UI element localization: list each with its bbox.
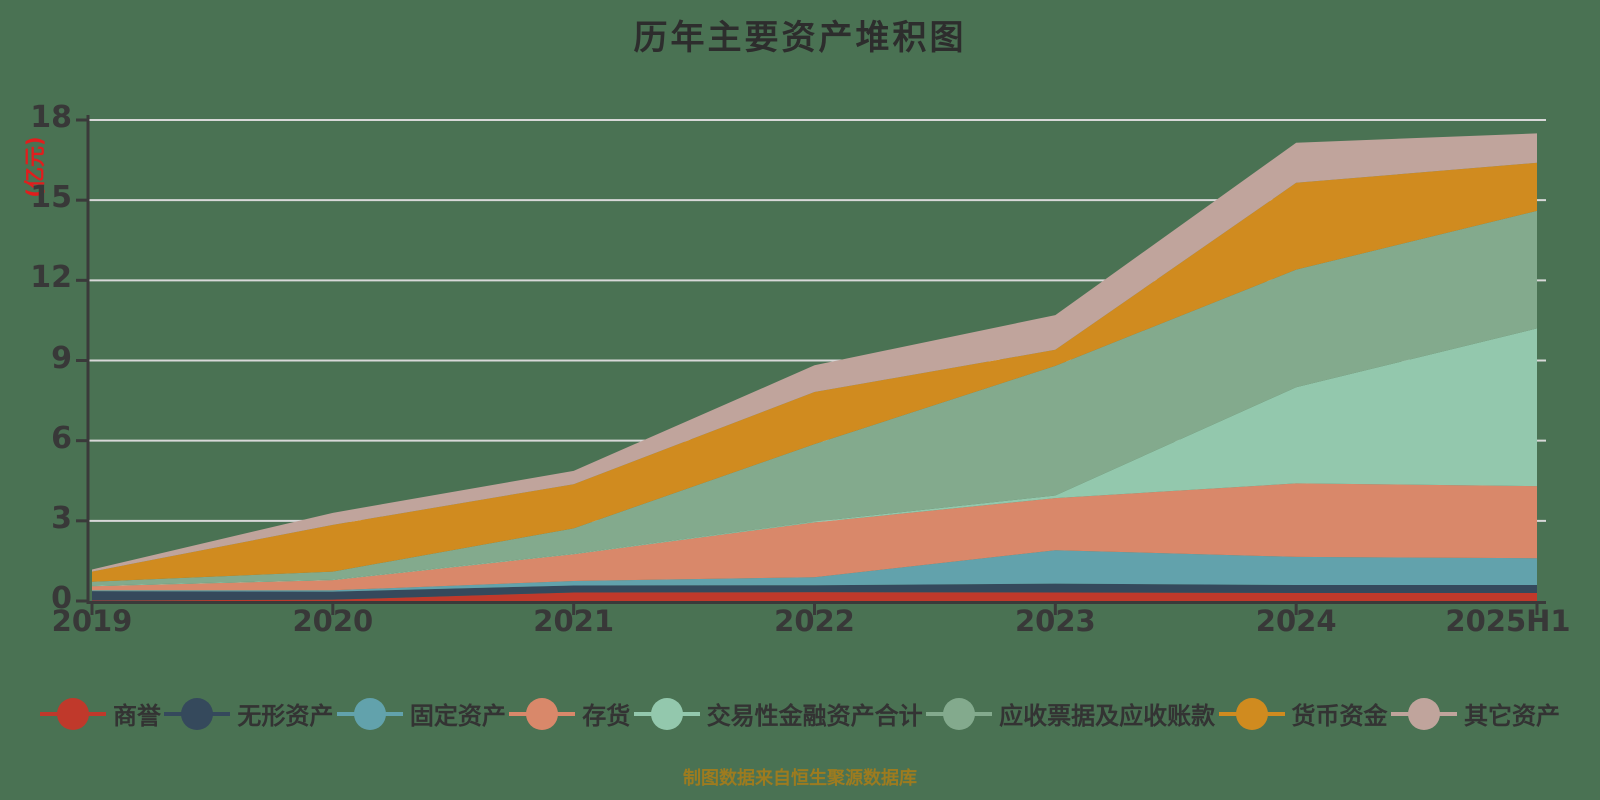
legend-marker-icon: [926, 697, 993, 731]
legend-marker-icon: [1218, 697, 1285, 731]
y-tick-label-18: 18: [30, 100, 72, 135]
legend-item-固定资产: 固定资产: [336, 696, 506, 731]
legend-marker-icon: [633, 697, 700, 731]
x-tick-label-2023: 2023: [1014, 604, 1096, 638]
area-其它资产: [92, 133, 1537, 572]
y-tick-label-15: 15: [30, 180, 72, 216]
legend-marker-icon: [509, 697, 576, 731]
y-tick-label-6: 6: [51, 420, 72, 456]
legend-item-其它资产: 其它资产: [1390, 696, 1560, 731]
legend-label: 存货: [582, 702, 631, 730]
x-tick-label-2025H1: 2025H1: [1445, 604, 1571, 638]
legend-item-交易性金融资产合计: 交易性金融资产合计: [633, 696, 923, 731]
x-tick-label-2021: 2021: [533, 604, 615, 638]
y-tick-label-9: 9: [51, 340, 72, 376]
legend-label: 应收票据及应收账款: [999, 702, 1216, 730]
area-商誉: [92, 592, 1537, 601]
x-tick-label-2022: 2022: [774, 604, 855, 638]
legend-label: 货币资金: [1291, 702, 1388, 730]
footer-note: 制图数据来自恒生聚源数据库: [683, 768, 917, 789]
legend-item-无形资产: 无形资产: [164, 696, 333, 731]
area-货币资金: [92, 162, 1537, 582]
legend-marker-icon: [336, 697, 403, 731]
area-固定资产: [92, 550, 1537, 592]
x-tick-label-2019: 2019: [51, 604, 133, 638]
chart-title: 历年主要资产堆积图: [633, 18, 967, 58]
y-tick-label-12: 12: [30, 260, 72, 296]
legend-item-货币资金: 货币资金: [1218, 696, 1388, 731]
legend-label: 商誉: [113, 702, 161, 730]
area-交易性金融资产合计: [92, 328, 1537, 587]
x-tick-label-2020: 2020: [292, 604, 374, 638]
legend-label: 其它资产: [1463, 702, 1560, 730]
legend-label: 无形资产: [237, 702, 334, 730]
legend-label: 固定资产: [409, 702, 506, 730]
legend-marker-icon: [164, 697, 231, 731]
legend-item-商誉: 商誉: [40, 696, 161, 731]
legend-marker-icon: [1390, 697, 1457, 731]
x-tick-label-2024: 2024: [1255, 604, 1337, 638]
area-无形资产: [92, 583, 1537, 601]
legend-label: 交易性金融资产合计: [706, 702, 923, 730]
legend-item-存货: 存货: [509, 696, 630, 731]
legend: 商誉 无形资产 固定资产 存货 交易性金融资产合计 应收票据及应收账款 货币资金 其它资产: [40, 696, 1560, 731]
area-存货: [92, 483, 1537, 591]
y-tick-label-3: 3: [51, 500, 72, 536]
legend-marker-icon: [40, 697, 106, 731]
y-tick-label-0: 0: [51, 581, 72, 616]
area-应收票据及应收账款: [92, 210, 1537, 586]
legend-item-应收票据及应收账款: 应收票据及应收账款: [926, 696, 1215, 731]
